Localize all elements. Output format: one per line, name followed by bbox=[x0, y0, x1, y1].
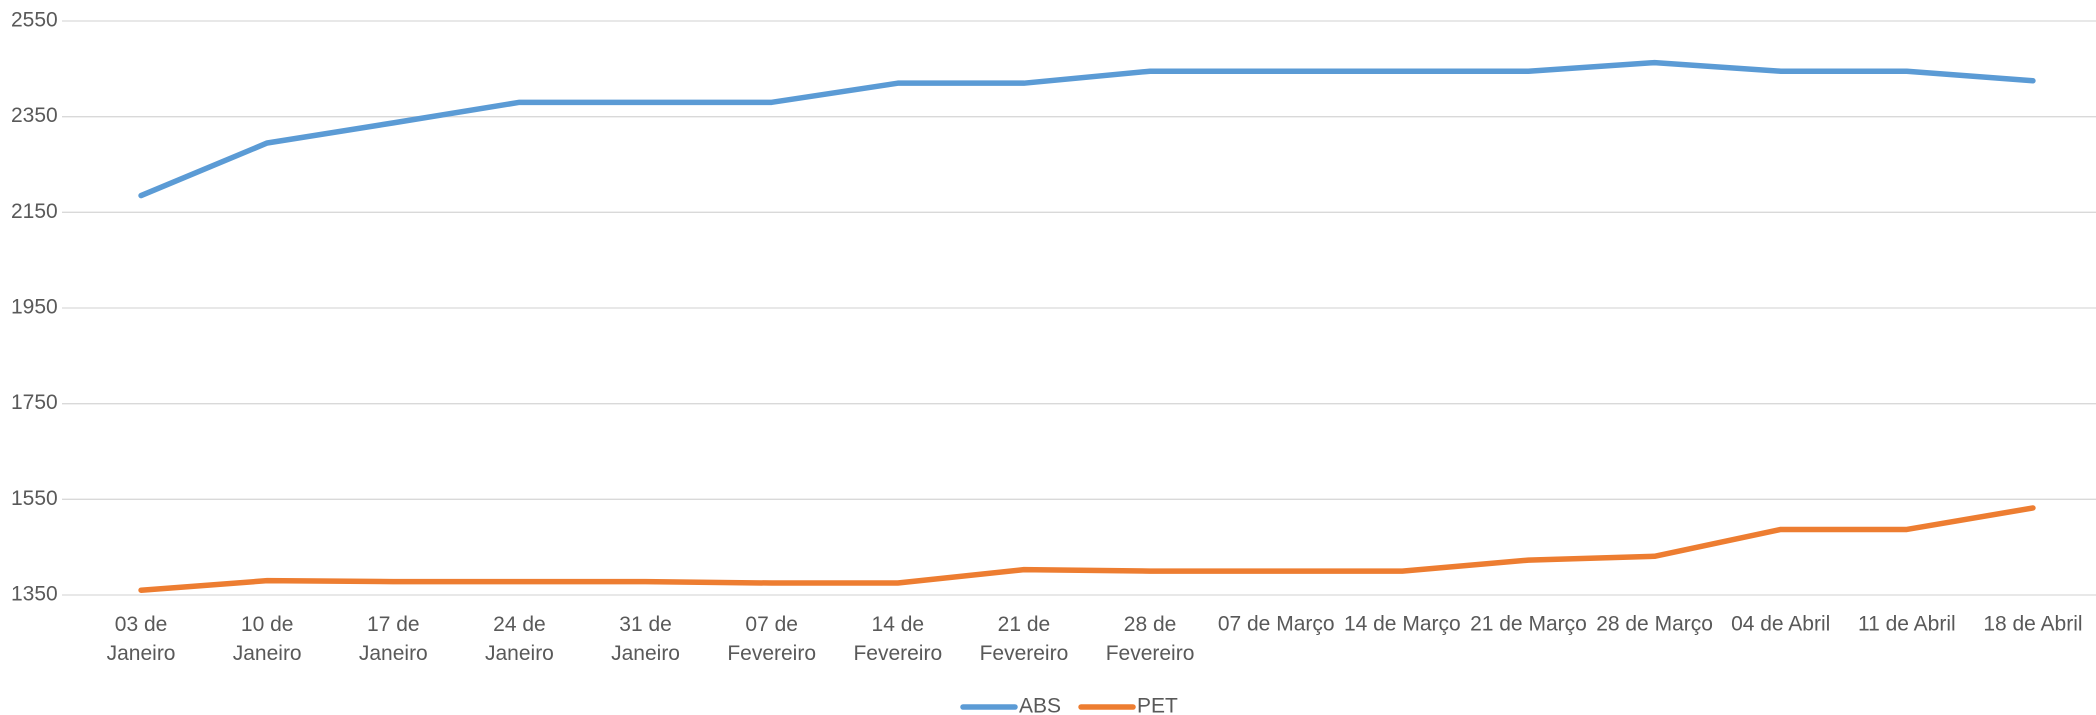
x-tick-label: 21 de Fevereiro bbox=[980, 613, 1069, 665]
y-tick-label: 2150 bbox=[11, 200, 58, 223]
x-tick-label: 07 de Março bbox=[1218, 613, 1335, 636]
x-tick-label: 28 de Fevereiro bbox=[1106, 613, 1195, 665]
x-tick-label: 14 de Fevereiro bbox=[853, 613, 942, 665]
x-tick-label: 17 de Janeiro bbox=[359, 613, 428, 665]
series-line bbox=[138, 505, 2036, 593]
legend-label: PET bbox=[1137, 695, 1178, 715]
x-tick-label: 28 de Março bbox=[1596, 613, 1713, 636]
x-tick-label: 31 de Janeiro bbox=[611, 613, 680, 665]
y-tick-label: 1950 bbox=[11, 296, 58, 319]
x-tick-label: 04 de Abril bbox=[1731, 613, 1830, 636]
x-tick-label: 11 de Abril bbox=[1858, 613, 1956, 636]
series-line bbox=[138, 59, 2036, 199]
y-tick-label: 1350 bbox=[11, 583, 58, 606]
x-tick-label: 03 de Janeiro bbox=[107, 613, 176, 665]
x-tick-label: 18 de Abril bbox=[1983, 613, 2082, 636]
x-tick-label: 24 de Janeiro bbox=[485, 613, 554, 665]
y-tick-label: 2550 bbox=[11, 9, 58, 32]
y-tick-label: 2350 bbox=[11, 104, 58, 127]
x-tick-label: 07 de Fevereiro bbox=[727, 613, 816, 665]
x-tick-label: 14 de Março bbox=[1344, 613, 1461, 636]
x-tick-label: 21 de Março bbox=[1470, 613, 1587, 636]
y-tick-label: 1550 bbox=[11, 487, 58, 510]
legend-label: ABS bbox=[1019, 695, 1061, 715]
x-tick-label: 10 de Janeiro bbox=[233, 613, 302, 665]
y-tick-label: 1750 bbox=[11, 391, 58, 414]
